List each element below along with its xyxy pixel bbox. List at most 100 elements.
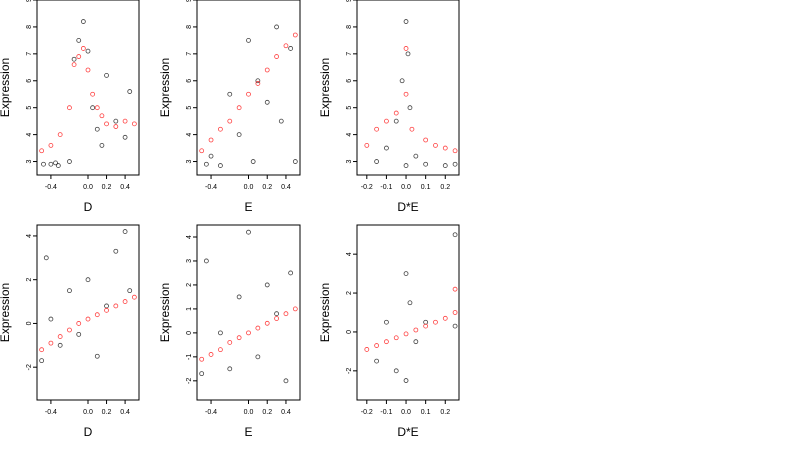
y-tick-label: 0: [186, 331, 193, 335]
y-tick-label: -1: [186, 354, 193, 360]
data-point: [48, 142, 54, 148]
y-axis-title: Expression: [0, 283, 12, 342]
data-point: [104, 72, 109, 78]
plot-frame: [36, 224, 140, 401]
y-tick-label: 9: [26, 0, 33, 2]
data-point: [452, 161, 458, 167]
data-point: [423, 319, 429, 325]
data-point: [384, 118, 389, 124]
y-tick-label: 2: [186, 283, 193, 287]
data-point: [274, 24, 279, 30]
data-point: [236, 294, 242, 300]
data-point: [208, 137, 214, 143]
y-axis-title: Expression: [158, 58, 172, 117]
x-tick-label: 0.4: [281, 184, 291, 191]
x-tick-label: 0.4: [281, 409, 291, 416]
data-point: [94, 126, 100, 132]
data-point: [393, 335, 399, 341]
data-point: [264, 282, 270, 288]
data-point: [393, 368, 399, 374]
panel-2: -0.4 0.0 0.2 0.4 3 4 5 6 7 8 9 E Expression: [158, 0, 301, 214]
data-point: [113, 124, 119, 129]
panel-4: -0.4 0.0 0.2 0.4 -2 0 2 4 D Expression: [0, 224, 140, 439]
y-axis-title: Expression: [318, 283, 332, 342]
data-point: [433, 142, 438, 148]
x-axis-title: D*E: [397, 200, 418, 214]
data-point: [218, 330, 223, 336]
x-tick-label: -0.4: [45, 409, 57, 416]
data-point: [104, 303, 109, 309]
data-point: [452, 286, 458, 292]
series-2: [364, 46, 458, 154]
data-point: [43, 255, 49, 261]
data-point: [405, 51, 411, 57]
y-tick-label: 2: [26, 278, 33, 282]
data-point: [218, 163, 223, 168]
series-1: [203, 24, 298, 168]
y-tick-label: 4: [186, 133, 193, 137]
data-point: [113, 303, 119, 309]
data-point: [227, 366, 233, 372]
data-point: [122, 134, 128, 140]
data-point: [452, 148, 458, 154]
data-point: [246, 330, 251, 336]
y-tick-label: 7: [26, 52, 33, 56]
data-point: [199, 356, 205, 362]
plot-frame: [356, 0, 460, 176]
x-tick-label: 0.2: [262, 409, 272, 416]
data-point: [48, 161, 54, 167]
data-point: [48, 316, 54, 322]
x-tick-label: 0.4: [120, 184, 130, 191]
data-point: [208, 352, 214, 357]
x-tick-label: 0.1: [421, 184, 431, 191]
data-point: [403, 91, 409, 97]
plot-frame: [356, 224, 460, 401]
data-point: [131, 294, 137, 300]
x-tick-label: -0.4: [205, 184, 217, 191]
y-tick-label: -2: [26, 364, 33, 370]
data-point: [94, 353, 100, 359]
data-point: [283, 378, 289, 384]
data-point: [364, 142, 370, 148]
data-point: [104, 121, 109, 127]
x-axis-title: E: [244, 200, 252, 214]
data-point: [452, 310, 458, 315]
data-point: [85, 48, 91, 54]
data-point: [374, 159, 380, 164]
data-point: [199, 148, 205, 154]
y-tick-label: 8: [346, 25, 353, 29]
data-point: [264, 67, 270, 73]
series-2: [199, 306, 298, 362]
x-tick-label: -0.4: [45, 184, 57, 191]
data-point: [76, 331, 82, 337]
data-point: [403, 378, 409, 383]
data-point: [407, 300, 413, 306]
data-point: [227, 340, 233, 345]
data-point: [413, 153, 419, 159]
y-tick-label: 7: [186, 52, 193, 56]
data-point: [76, 321, 82, 326]
y-axis-title: Expression: [318, 58, 332, 117]
y-tick-label: 1: [186, 307, 193, 311]
x-tick-label: 0.0: [244, 184, 254, 191]
data-point: [292, 32, 298, 38]
y-tick-label: 4: [186, 235, 193, 239]
x-tick-label: 0.2: [262, 184, 272, 191]
data-point: [90, 105, 96, 111]
series-1: [374, 19, 458, 168]
data-point: [255, 325, 261, 331]
y-tick-label: 4: [346, 133, 353, 137]
data-point: [57, 334, 63, 339]
data-point: [71, 56, 77, 62]
data-point: [274, 316, 279, 321]
data-point: [85, 277, 91, 283]
y-tick-label: 2: [346, 291, 353, 295]
data-point: [423, 323, 429, 329]
data-point: [48, 340, 54, 346]
data-point: [452, 232, 458, 238]
data-point: [246, 91, 251, 97]
y-tick-label: 6: [186, 79, 193, 83]
y-tick-label: 0: [26, 321, 33, 325]
data-point: [399, 78, 405, 84]
data-point: [236, 105, 242, 111]
